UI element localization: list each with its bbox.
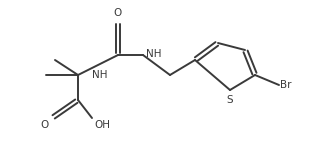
Text: OH: OH (94, 120, 110, 130)
Text: NH: NH (146, 49, 162, 59)
Text: O: O (41, 120, 49, 130)
Text: S: S (227, 95, 233, 105)
Text: Br: Br (280, 80, 291, 90)
Text: NH: NH (92, 70, 108, 80)
Text: O: O (114, 8, 122, 18)
